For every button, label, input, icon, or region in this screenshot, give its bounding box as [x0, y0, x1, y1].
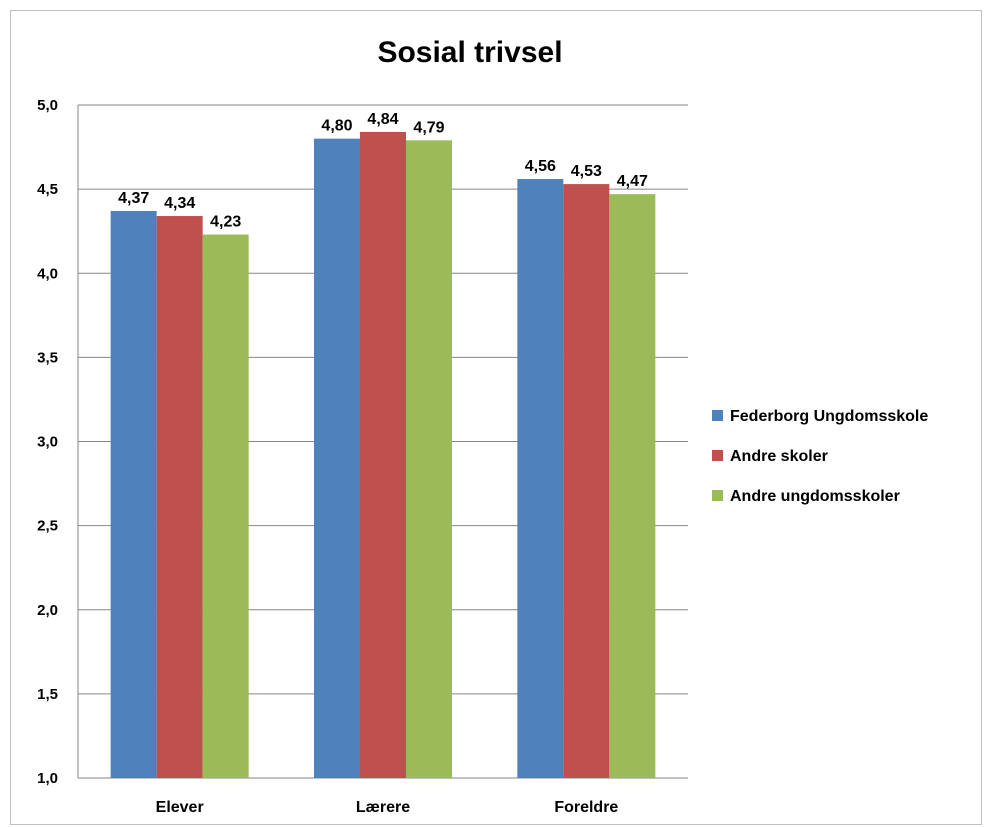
- data-label: 4,80: [321, 118, 352, 135]
- data-label: 4,23: [210, 214, 241, 231]
- bar: [517, 179, 564, 778]
- y-tick-label: 3,5: [37, 349, 58, 366]
- data-label: 4,37: [118, 190, 149, 207]
- bars: [110, 131, 656, 779]
- y-tick-label: 1,0: [37, 770, 58, 787]
- legend-label: Andre ungdomsskoler: [730, 488, 900, 505]
- y-axis-ticks: 1,0 1,5 2,0 2,5 3,0 3,5 4,0 4,5 5,0: [37, 97, 58, 787]
- x-category-label: Lærere: [356, 799, 410, 816]
- x-axis-categories: Elever Lærere Foreldre: [156, 799, 619, 816]
- y-tick-label: 4,5: [37, 181, 58, 198]
- data-label: 4,56: [525, 158, 556, 175]
- legend-swatch: [712, 490, 723, 501]
- data-label: 4,84: [367, 111, 398, 128]
- legend-swatch: [712, 450, 723, 461]
- bar: [563, 184, 610, 778]
- bar: [110, 210, 157, 778]
- y-tick-label: 2,5: [37, 518, 58, 535]
- legend-label: Federborg Ungdomsskole: [730, 408, 928, 425]
- x-category-label: Elever: [156, 799, 204, 816]
- y-tick-label: 3,0: [37, 434, 58, 451]
- data-labels: 4,37 4,34 4,23 4,80 4,84 4,79 4,56 4,53 4,47: [118, 111, 648, 231]
- chart-title: Sosial trivsel: [377, 36, 562, 69]
- bar: [609, 194, 656, 779]
- legend: Federborg Ungdomsskole Andre skoler Andre …: [712, 408, 928, 505]
- data-label: 4,34: [164, 195, 195, 212]
- y-tick-label: 4,0: [37, 265, 58, 282]
- bar: [360, 131, 406, 779]
- data-label: 4,53: [571, 163, 602, 180]
- y-tick-label: 5,0: [37, 97, 58, 114]
- bar: [156, 216, 203, 779]
- data-label: 4,79: [413, 119, 444, 136]
- bar: [202, 234, 249, 779]
- y-tick-label: 1,5: [37, 686, 58, 703]
- y-tick-label: 2,0: [37, 602, 58, 619]
- legend-swatch: [712, 410, 723, 421]
- legend-label: Andre skoler: [730, 448, 828, 465]
- x-category-label: Foreldre: [554, 799, 618, 816]
- data-label: 4,47: [617, 173, 648, 190]
- bar: [406, 140, 452, 778]
- bar: [314, 138, 360, 778]
